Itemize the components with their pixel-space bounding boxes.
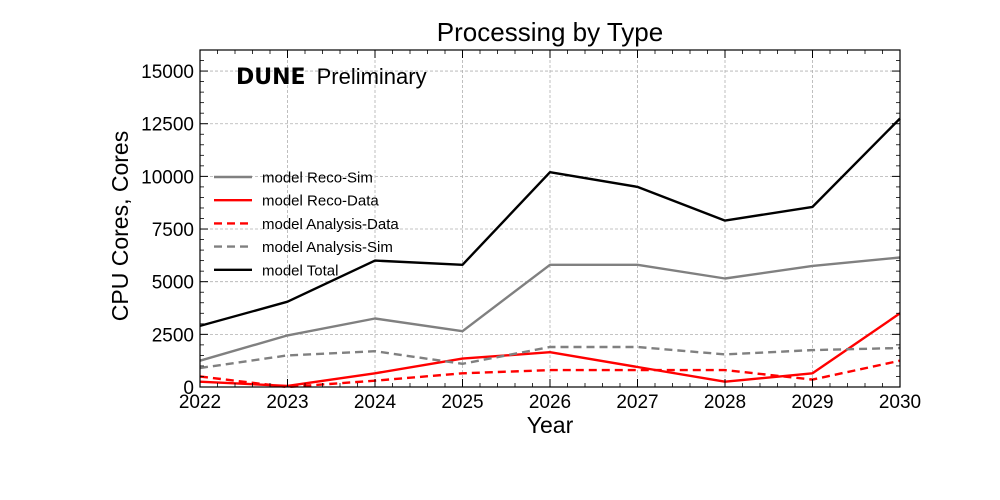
x-tick-label: 2022: [179, 392, 221, 413]
legend: model Reco-Sim model Reco-Data model Analy…: [214, 170, 399, 279]
series-layer: [199, 117, 901, 389]
x-tick-label: 2029: [791, 392, 833, 413]
brand-preliminary: Preliminary: [317, 64, 427, 89]
y-tick-label: 10000: [141, 167, 194, 188]
x-tick-label: 2025: [441, 392, 483, 413]
series-line-model-analysis-data: [199, 359, 901, 389]
y-tick-label: 5000: [152, 273, 194, 294]
series-line-model-reco-sim: [199, 256, 901, 362]
y-tick-label: 2500: [152, 325, 194, 346]
series-line-model-analysis-sim: [199, 345, 901, 370]
y-tick-label: 15000: [141, 62, 194, 83]
legend-label: model Analysis-Data: [262, 216, 399, 233]
grid: [200, 50, 900, 387]
chart-title: Processing by Type: [437, 17, 663, 47]
y-tick-label: 7500: [152, 220, 194, 241]
tick-labels: 2022 2023 2024 2025 2026 2027 2028 2029 2030 0 250…: [141, 62, 921, 413]
brand-annotation: DUNE Preliminary: [236, 64, 427, 90]
x-tick-label: 2027: [616, 392, 658, 413]
series-line-model-reco-data: [199, 312, 901, 388]
y-axis-label: CPU Cores, Cores: [107, 131, 133, 321]
x-tick-label: 2026: [529, 392, 571, 413]
x-tick-label: 2024: [354, 392, 397, 413]
x-tick-label: 2028: [704, 392, 746, 413]
y-tick-label: 0: [183, 378, 194, 399]
series-line-model-total: [199, 117, 901, 328]
legend-label: model Total: [262, 262, 338, 279]
legend-label: model Reco-Data: [262, 193, 379, 210]
x-axis-label: Year: [527, 412, 574, 438]
legend-label: model Reco-Sim: [262, 170, 373, 187]
brand-bold: DUNE: [236, 65, 306, 90]
x-tick-label: 2030: [879, 392, 921, 413]
x-tick-label: 2023: [266, 392, 308, 413]
ticks: [199, 50, 901, 388]
y-tick-label: 12500: [141, 115, 194, 136]
legend-label: model Analysis-Sim: [262, 239, 393, 256]
